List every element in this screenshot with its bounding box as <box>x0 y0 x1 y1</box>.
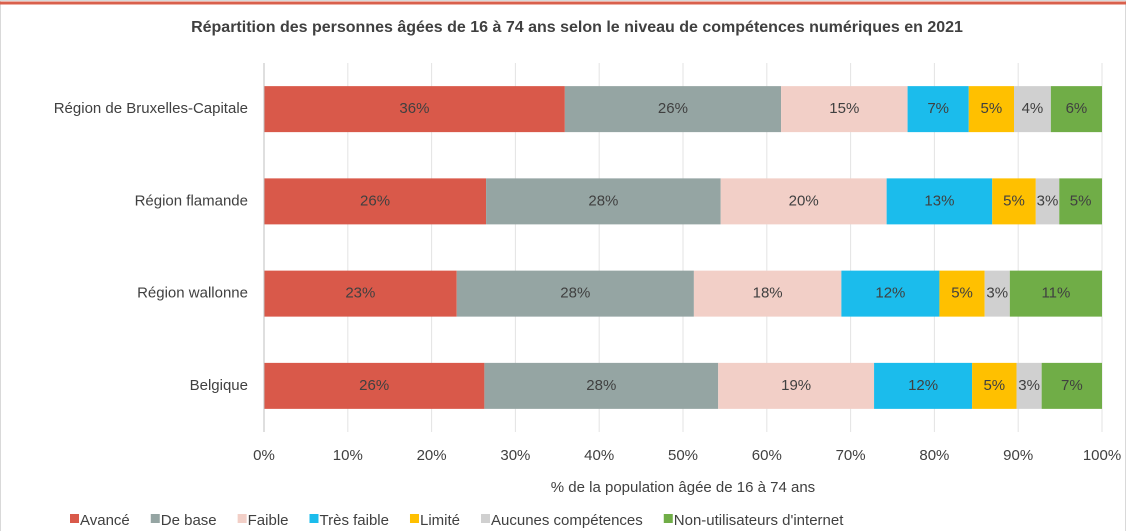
x-tick-label: 60% <box>752 447 782 464</box>
legend-label: Faible <box>248 512 289 529</box>
x-tick-label: 100% <box>1083 447 1121 464</box>
legend-swatch <box>663 514 673 523</box>
legend-swatch <box>481 514 490 523</box>
x-tick-label: 40% <box>584 447 614 464</box>
data-label: 4% <box>1022 100 1044 117</box>
bar-segment <box>1050 86 1102 133</box>
bar-segment <box>972 362 1017 409</box>
data-label: 12% <box>875 285 905 302</box>
bar-segment <box>874 362 973 409</box>
data-label: 19% <box>781 377 811 394</box>
bar-segment <box>486 178 721 225</box>
bar-segment <box>781 86 908 133</box>
bar-segment <box>264 362 485 409</box>
data-label: 28% <box>586 377 616 394</box>
x-tick-label: 90% <box>1003 447 1033 464</box>
y-tick-label: Région wallonne <box>137 285 248 302</box>
bar-segment <box>693 270 842 317</box>
bar-segment <box>939 270 985 317</box>
data-label: 3% <box>986 285 1008 302</box>
legend-label: Limité <box>420 512 460 529</box>
data-label: 28% <box>588 192 618 209</box>
bar-segment <box>1009 270 1102 317</box>
y-tick-label: Région flamande <box>135 192 248 209</box>
data-label: 23% <box>345 285 375 302</box>
bar-segment <box>456 270 694 317</box>
legend-label: Aucunes compétences <box>491 512 643 529</box>
bar-segment <box>841 270 940 317</box>
bar-segment <box>264 178 487 225</box>
chart-title: Répartition des personnes âgées de 16 à … <box>191 19 963 36</box>
data-label: 5% <box>983 377 1005 394</box>
bar-segment <box>264 86 565 133</box>
bar-segment <box>1059 178 1102 225</box>
bar-segment <box>718 362 875 409</box>
data-label: 13% <box>924 192 954 209</box>
bar-segment <box>992 178 1036 225</box>
data-label: 26% <box>658 100 688 117</box>
legend-swatch <box>237 514 247 523</box>
x-tick-label: 10% <box>333 447 363 464</box>
x-tick-label: 80% <box>919 447 949 464</box>
legend-label: Avancé <box>80 512 130 529</box>
legend-label: Non-utilisateurs d'internet <box>674 512 844 529</box>
bar-segment <box>984 270 1010 317</box>
bar-segment <box>886 178 993 225</box>
x-tick-label: 70% <box>836 447 866 464</box>
bar-segment <box>1014 86 1051 133</box>
data-label: 3% <box>1018 377 1040 394</box>
legend-swatch <box>150 514 160 523</box>
bar-segment <box>720 178 887 225</box>
data-label: 12% <box>908 377 938 394</box>
bar-segment <box>1035 178 1060 225</box>
data-label: 20% <box>789 192 819 209</box>
data-label: 18% <box>753 285 783 302</box>
data-label: 6% <box>1066 100 1088 117</box>
data-label: 15% <box>829 100 859 117</box>
bar-segment <box>564 86 782 133</box>
data-label: 26% <box>359 377 389 394</box>
legend-swatch <box>70 514 79 523</box>
data-label: 7% <box>927 100 949 117</box>
x-tick-label: 30% <box>500 447 530 464</box>
bar-segment <box>1016 362 1042 409</box>
bar-segment <box>264 270 457 317</box>
data-label: 5% <box>981 100 1003 117</box>
bar-segment <box>484 362 719 409</box>
data-label: 7% <box>1061 377 1083 394</box>
data-label: 3% <box>1037 192 1059 209</box>
data-label: 28% <box>560 285 590 302</box>
data-label: 36% <box>399 100 429 117</box>
y-tick-label: Belgique <box>190 377 248 394</box>
x-tick-label: 0% <box>253 447 275 464</box>
x-tick-label: 50% <box>668 447 698 464</box>
legend-swatch <box>309 514 319 523</box>
bar-segment <box>1041 362 1102 409</box>
data-label: 5% <box>1003 192 1025 209</box>
data-label: 5% <box>1070 192 1092 209</box>
legend-label: Très faible <box>320 512 389 529</box>
data-label: 11% <box>1041 285 1070 302</box>
data-label: 26% <box>360 192 390 209</box>
y-tick-label: Région de Bruxelles-Capitale <box>54 100 248 117</box>
x-axis-label: % de la population âgée de 16 à 74 ans <box>551 479 815 496</box>
bar-segment <box>968 86 1015 133</box>
bar-segment <box>907 86 969 133</box>
data-label: 5% <box>951 285 973 302</box>
x-tick-label: 20% <box>417 447 447 464</box>
legend-swatch <box>409 514 419 523</box>
legend-label: De base <box>161 512 217 529</box>
